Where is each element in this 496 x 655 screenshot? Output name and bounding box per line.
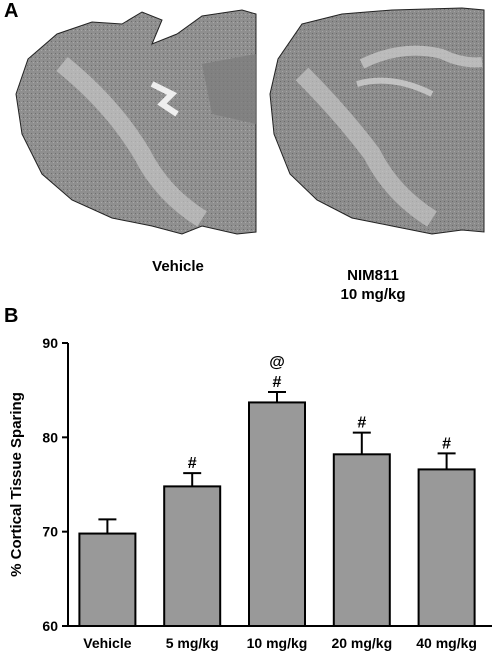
y-tick-label: 60 (42, 618, 58, 634)
x-tick-label: Vehicle (83, 635, 131, 651)
x-tick-label: 10 mg/kg (247, 635, 308, 651)
bar-chart: 60 70 80 90 % Cortical Tissue Sparing Vehicle… (0, 320, 496, 655)
significance-marker: # (273, 374, 282, 391)
significance-marker: # (357, 415, 366, 432)
y-tick-label: 90 (42, 335, 58, 351)
x-tick-label: 40 mg/kg (416, 635, 477, 651)
panel-b-label: B (4, 305, 19, 327)
vehicle-caption: Vehicle (152, 258, 204, 275)
significance-marker: # (188, 455, 197, 472)
y-axis-title: % Cortical Tissue Sparing (8, 392, 25, 577)
significance-marker: # (442, 435, 451, 452)
bar (163, 485, 222, 627)
bar (248, 401, 306, 628)
y-tick-label: 80 (42, 429, 58, 445)
vehicle-brain-slice-image (2, 4, 258, 236)
significance-marker: @ (269, 354, 285, 371)
nim811-caption-line2: 10 mg/kg (340, 286, 406, 303)
nim811-brain-slice-image (262, 4, 486, 236)
nim811-caption-line1: NIM811 (347, 267, 399, 284)
x-tick-label: 20 mg/kg (331, 635, 392, 651)
bar (417, 468, 476, 627)
bar (78, 532, 137, 627)
bar (332, 453, 391, 627)
y-tick-label: 70 (42, 524, 58, 540)
bar-chart-svg: 60 70 80 90 % Cortical Tissue Sparing Vehicle… (8, 335, 492, 651)
panel-a-label: A (4, 0, 19, 22)
nim811-caption: NIM811 10 mg/kg (318, 266, 428, 304)
x-tick-label: 5 mg/kg (166, 635, 219, 651)
